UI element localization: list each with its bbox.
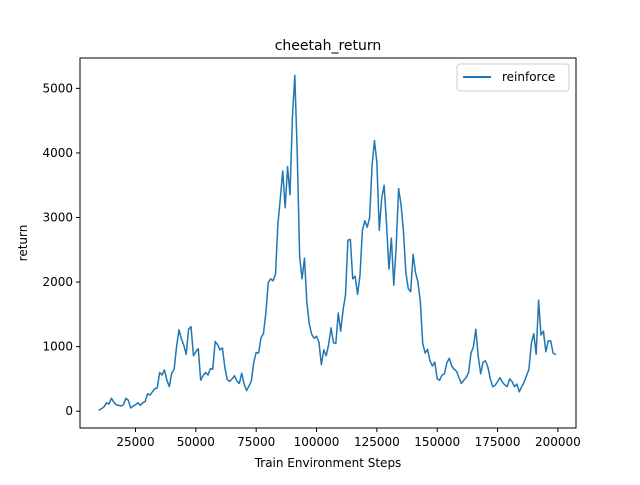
x-tick-label: 75000: [237, 435, 275, 449]
x-tick-label: 100000: [294, 435, 340, 449]
legend-box: [456, 63, 570, 92]
x-tick-label: 25000: [116, 435, 154, 449]
x-tick-label: 200000: [535, 435, 581, 449]
x-axis-label: Train Environment Steps: [254, 456, 402, 470]
y-tick-label: 4000: [42, 146, 73, 160]
legend: reinforce: [456, 63, 570, 92]
axes-frame: [79, 57, 577, 429]
series-line-reinforce: [98, 74, 557, 411]
x-tick-label: 50000: [177, 435, 215, 449]
y-tick-label: 1000: [42, 340, 73, 354]
x-tick-label: 150000: [414, 435, 460, 449]
legend-label-reinforce: reinforce: [502, 70, 555, 84]
y-tick-label: 5000: [42, 81, 73, 95]
y-axis-label: return: [16, 225, 30, 262]
y-tick-label: 3000: [42, 210, 73, 224]
x-tick-label: 175000: [475, 435, 521, 449]
y-tick-label: 0: [65, 404, 73, 418]
chart-title: cheetah_return: [275, 38, 382, 54]
y-tick-label: 2000: [42, 275, 73, 289]
x-axis-ticks: 25000 50000 75000 100000 125000 150000 175000 2…: [116, 428, 581, 449]
x-tick-label: 125000: [354, 435, 400, 449]
y-axis-ticks: 0 1000 2000 3000 4000 5000: [42, 81, 80, 418]
plot-area: [98, 74, 557, 411]
